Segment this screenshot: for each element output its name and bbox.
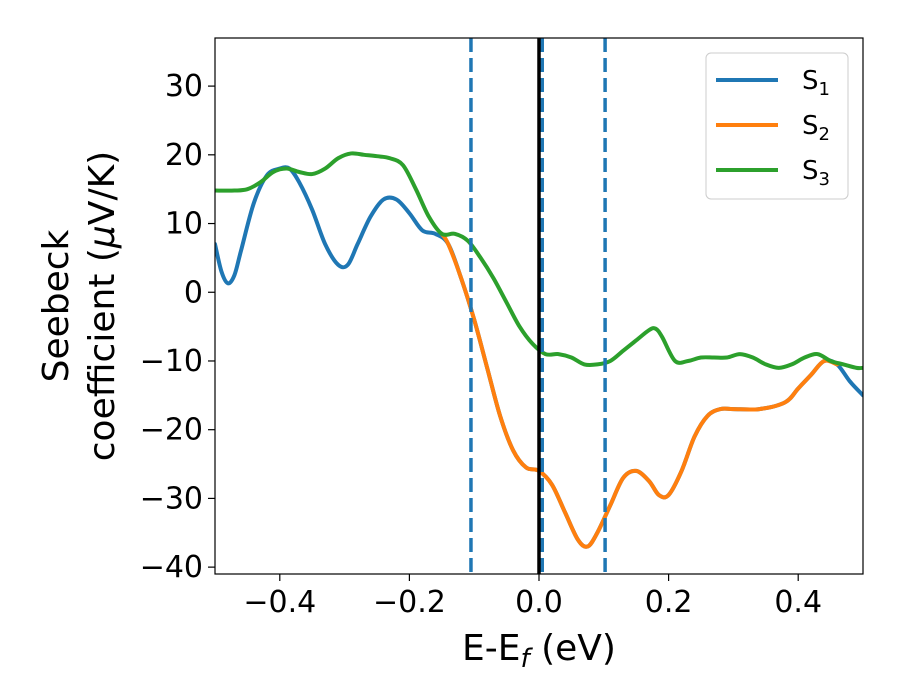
y-tick-label: −20 [140,413,203,448]
series-line-s2 [439,231,840,549]
y-axis-title-line2: coefficient (μV/K) [82,151,123,461]
legend: S1 S2 S3 [705,52,849,200]
y-tick-label: 30 [165,69,203,104]
y-tick-label: 20 [165,138,203,173]
x-tick-label: 0.2 [645,585,693,620]
y-tick-label: −40 [140,550,203,585]
series-lines [215,151,863,549]
legend-label-s2: S2 [802,111,830,145]
x-axis-ticks: −0.4 −0.2 0.0 0.2 0.4 [243,574,822,620]
y-axis-title-line1: Seebeck [36,229,77,382]
y-tick-label: 10 [165,207,203,242]
reference-lines [469,38,607,574]
y-axis-ticks: −40 −30 −20 −10 0 10 20 30 [140,69,215,585]
legend-label-s1: S1 [802,66,830,100]
legend-label-s3: S3 [802,156,830,190]
y-tick-label: 0 [184,275,203,310]
x-tick-label: 0.4 [774,585,822,620]
series-line-s3 [215,151,863,371]
y-tick-label: −10 [140,344,203,379]
x-tick-label: 0.0 [515,585,563,620]
x-tick-label: −0.2 [373,585,446,620]
y-tick-label: −30 [140,481,203,516]
x-tick-label: −0.4 [243,585,316,620]
y-axis-title: Seebeck coefficient (μV/K) [36,151,123,461]
x-axis-title: E-Ef (eV) [462,628,616,674]
